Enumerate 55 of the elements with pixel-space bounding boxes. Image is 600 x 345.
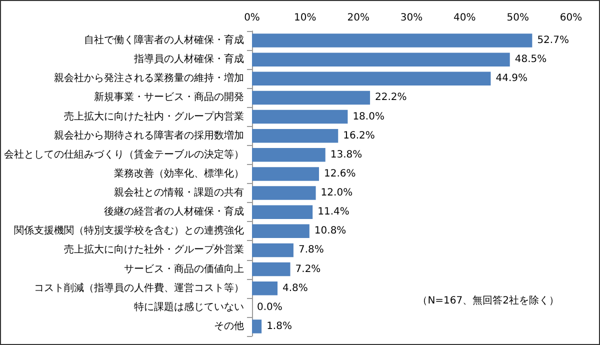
y-tick-label: その他 xyxy=(214,320,244,332)
x-tick-label: 40% xyxy=(454,12,476,24)
y-tick-label: コスト削減（指導員の人件費、運営コスト等） xyxy=(34,282,244,294)
data-label: 52.7% xyxy=(537,35,569,46)
bar xyxy=(252,243,294,258)
x-tick-label: 20% xyxy=(347,12,370,24)
y-tick-label: 指導員の人材確保・育成 xyxy=(133,53,244,66)
bar xyxy=(252,281,278,296)
bar xyxy=(252,186,316,200)
y-tick-label: 関係支援機関（特別支援学校を含む）との連携強化 xyxy=(14,224,244,237)
data-label: 12.6% xyxy=(324,168,356,180)
data-label: 18.0% xyxy=(352,111,384,122)
x-tick-label: 30% xyxy=(400,12,423,24)
data-label: 4.8% xyxy=(282,282,308,294)
y-tick-label: 新規事業・サービス・商品の開発 xyxy=(94,91,244,104)
y-tick-label: 売上拡大に向けた社外・グループ外営業 xyxy=(64,244,244,256)
bar xyxy=(252,320,262,334)
y-tick-label: 売上拡大に向けた社内・グループ内営業 xyxy=(64,110,244,122)
x-tick-label: 10% xyxy=(294,12,316,24)
data-label: 0.0% xyxy=(257,302,282,313)
data-label: 7.8% xyxy=(298,244,324,256)
data-label: 10.8% xyxy=(314,226,346,237)
y-tick-label: 会社としての仕組みづくり（賃金テーブルの決定等） xyxy=(4,148,244,160)
y-tick-label: 特に課題は感じていない xyxy=(134,300,244,313)
y-tick-label: 業務改善（効率化、標準化） xyxy=(114,167,244,180)
data-label: 13.8% xyxy=(330,149,362,160)
bar xyxy=(252,167,319,181)
x-tick-label: 0% xyxy=(244,12,260,24)
bar xyxy=(252,90,370,105)
y-tick-label: サービス・商品の価値向上 xyxy=(124,262,244,275)
data-label: 16.2% xyxy=(343,130,375,142)
annotation: （N=167、無回答2社を除く） xyxy=(418,294,560,306)
y-tick-label: 親会社から発注される業務量の維持・増加 xyxy=(54,72,244,84)
data-label: 22.2% xyxy=(375,92,407,104)
bar xyxy=(252,110,348,124)
data-label: 12.0% xyxy=(320,188,353,199)
x-tick-label: 50% xyxy=(506,12,529,24)
bar xyxy=(252,148,326,162)
bar xyxy=(252,128,338,143)
data-label: 1.8% xyxy=(266,320,292,332)
y-tick-label: 親会社との情報・課題の共有 xyxy=(114,186,244,199)
data-label: 48.5% xyxy=(514,54,547,66)
y-tick-label: 親会社から期待される障害者の採用数増加 xyxy=(54,129,244,142)
y-tick-label: 自社で働く障害者の人材確保・育成 xyxy=(84,34,244,46)
bar xyxy=(252,224,310,238)
bar xyxy=(252,72,491,86)
y-tick-label: 後継の経営者の人材確保・育成 xyxy=(104,206,244,218)
bar xyxy=(252,262,290,276)
data-label: 11.4% xyxy=(318,206,350,218)
bar xyxy=(252,52,510,66)
x-tick-label: 60% xyxy=(560,12,582,24)
bar xyxy=(252,205,313,219)
data-label: 7.2% xyxy=(295,264,321,275)
bar xyxy=(252,34,532,48)
data-label: 44.9% xyxy=(496,73,528,84)
